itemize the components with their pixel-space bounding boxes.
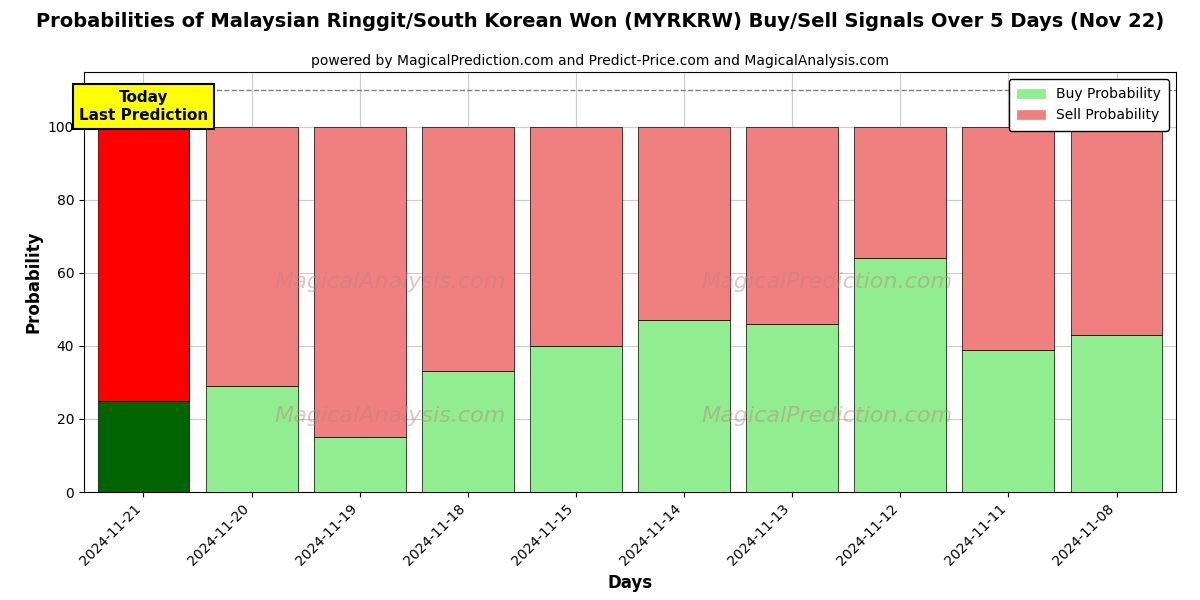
- Bar: [1070, 335, 1163, 492]
- Bar: [205, 386, 298, 492]
- Bar: [530, 127, 622, 346]
- Bar: [97, 401, 190, 492]
- Text: MagicalPrediction.com: MagicalPrediction.com: [701, 406, 952, 427]
- Bar: [530, 346, 622, 492]
- Bar: [746, 127, 838, 324]
- Text: Today
Last Prediction: Today Last Prediction: [79, 90, 208, 122]
- Bar: [962, 350, 1055, 492]
- Bar: [854, 258, 947, 492]
- Text: MagicalAnalysis.com: MagicalAnalysis.com: [274, 406, 505, 427]
- Bar: [422, 127, 514, 371]
- Bar: [97, 127, 190, 401]
- Bar: [205, 127, 298, 386]
- Text: MagicalPrediction.com: MagicalPrediction.com: [701, 272, 952, 292]
- Text: MagicalAnalysis.com: MagicalAnalysis.com: [274, 272, 505, 292]
- Bar: [422, 371, 514, 492]
- Legend: Buy Probability, Sell Probability: Buy Probability, Sell Probability: [1009, 79, 1169, 131]
- Bar: [313, 437, 406, 492]
- Bar: [746, 324, 838, 492]
- Text: Probabilities of Malaysian Ringgit/South Korean Won (MYRKRW) Buy/Sell Signals Ov: Probabilities of Malaysian Ringgit/South…: [36, 12, 1164, 31]
- Y-axis label: Probability: Probability: [24, 231, 42, 333]
- Bar: [1070, 127, 1163, 335]
- Bar: [638, 320, 730, 492]
- Bar: [313, 127, 406, 437]
- Bar: [962, 127, 1055, 350]
- Text: powered by MagicalPrediction.com and Predict-Price.com and MagicalAnalysis.com: powered by MagicalPrediction.com and Pre…: [311, 54, 889, 68]
- X-axis label: Days: Days: [607, 574, 653, 592]
- Bar: [854, 127, 947, 258]
- Bar: [638, 127, 730, 320]
